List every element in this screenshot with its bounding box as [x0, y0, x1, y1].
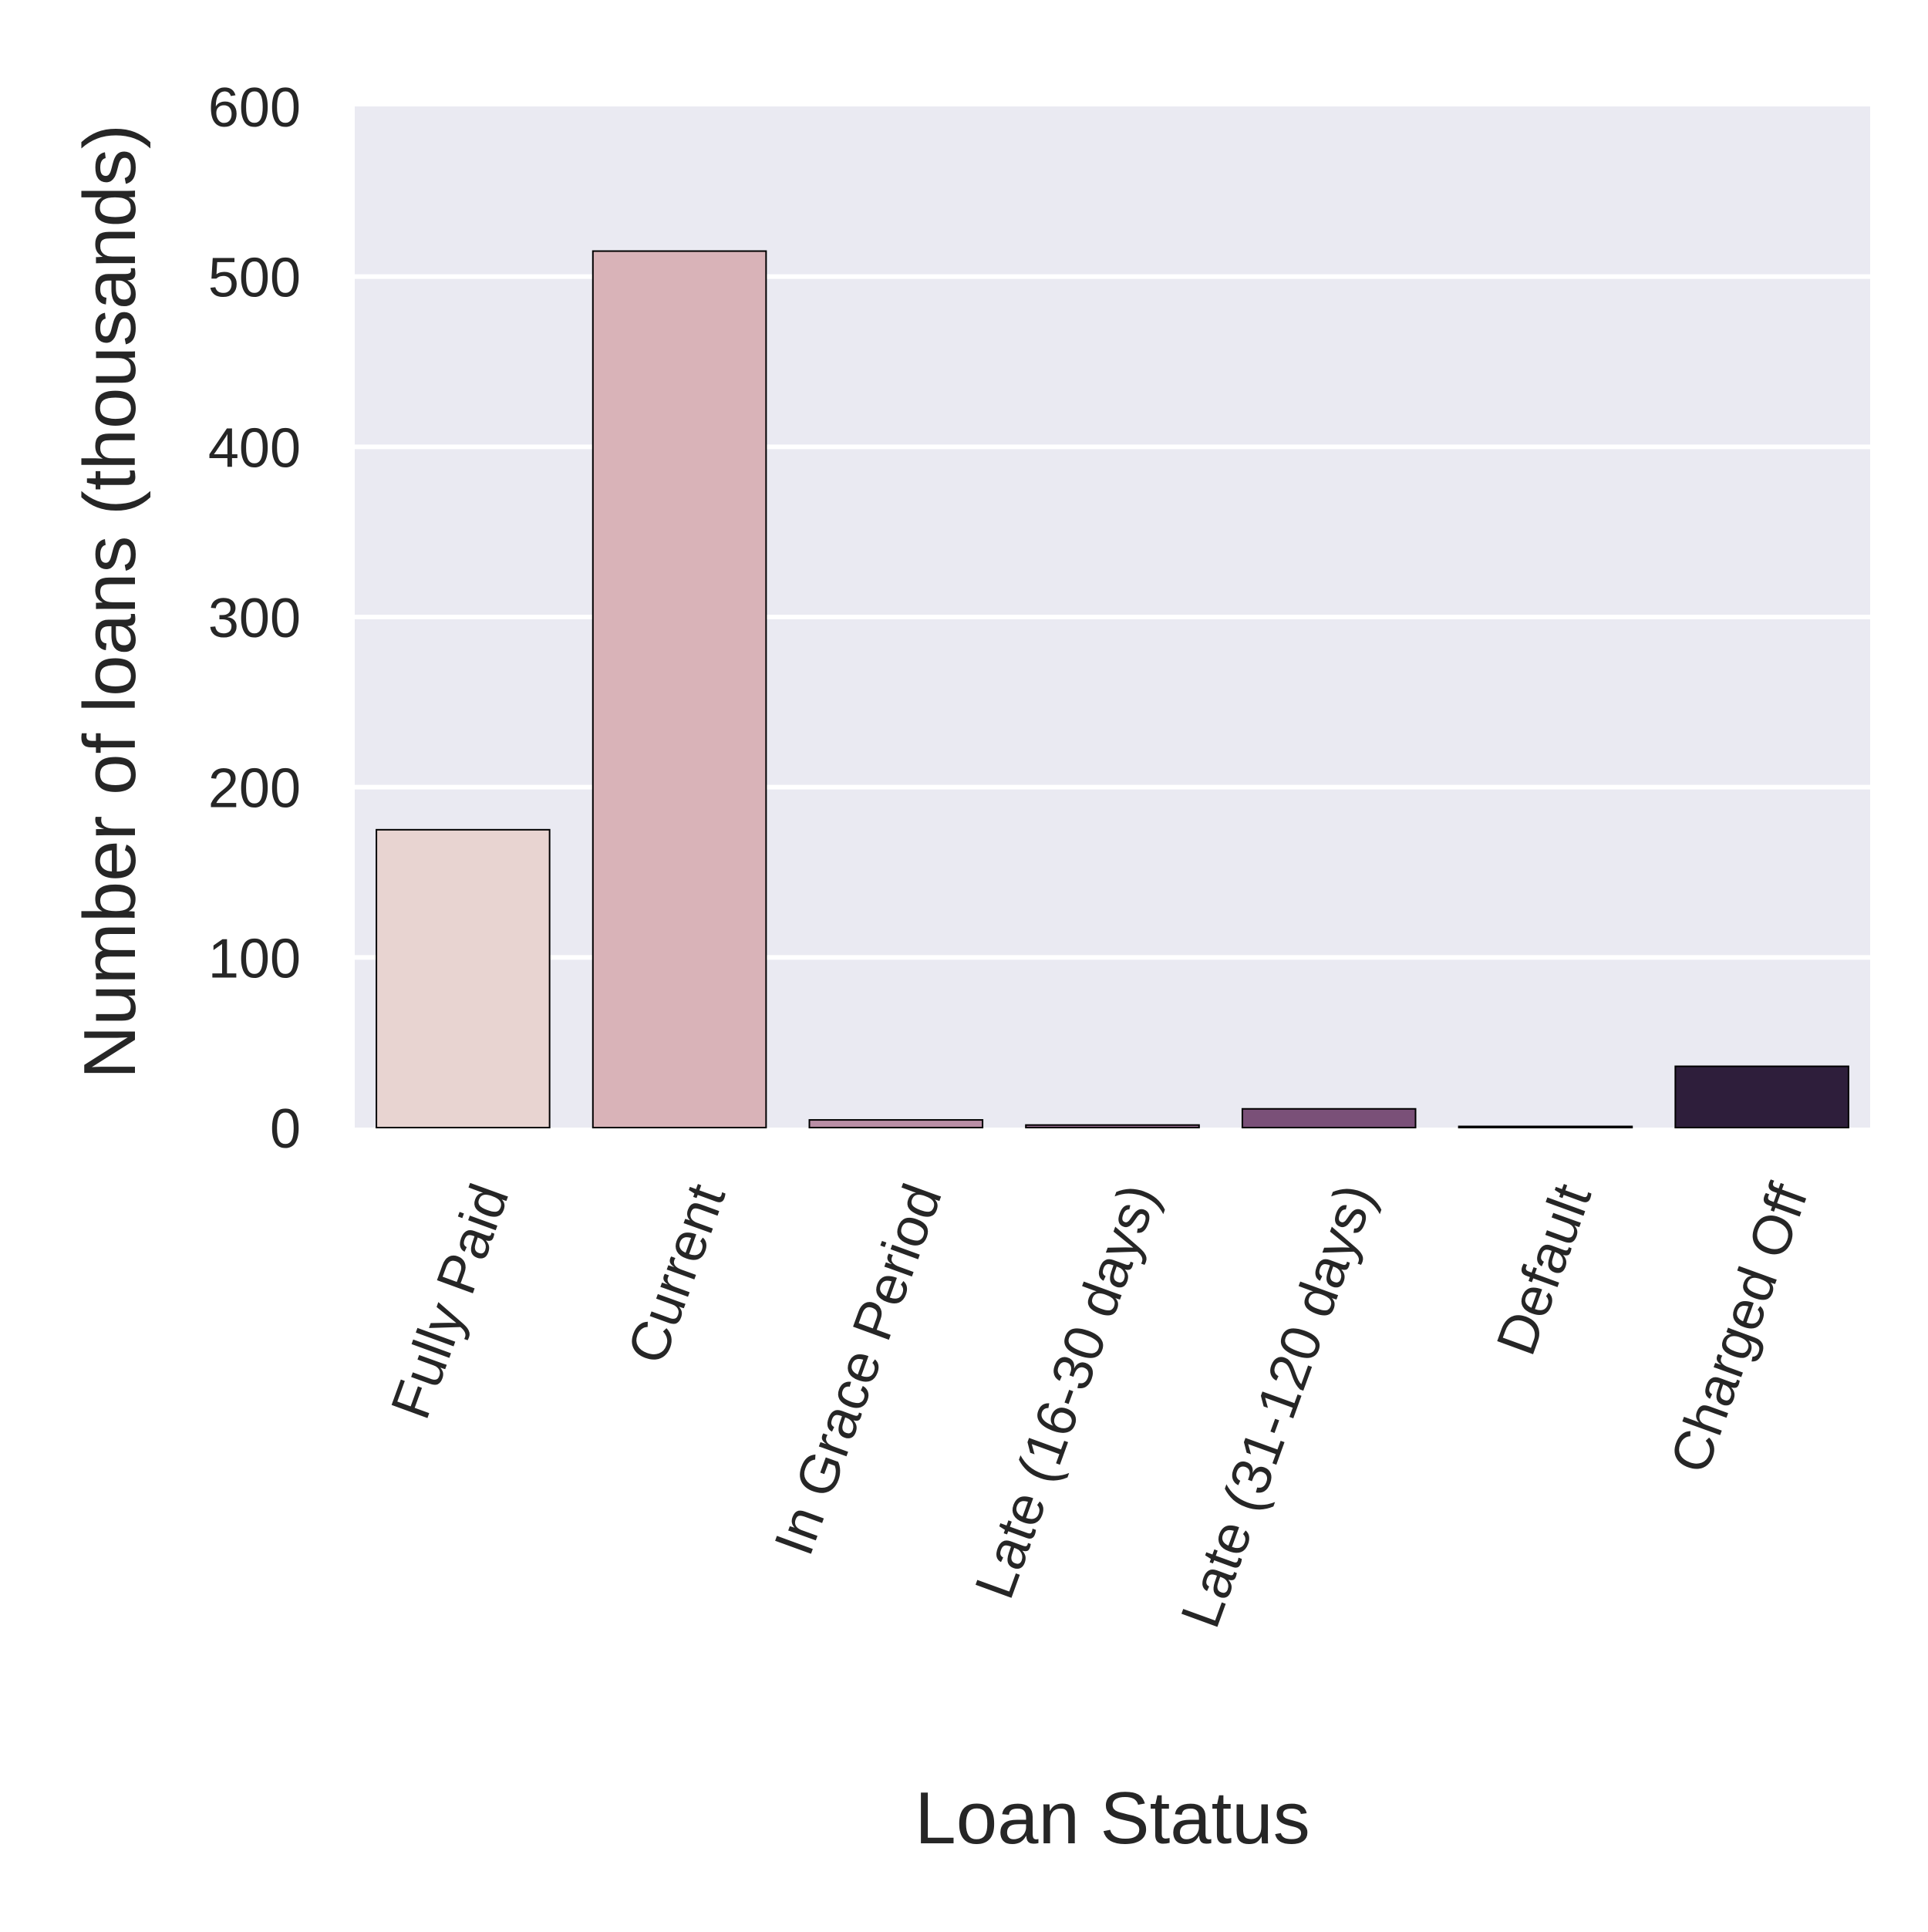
x-tick-label: Fully Paid	[379, 1176, 521, 1426]
y-axis-label: Number of loans (thousands)	[69, 124, 151, 1079]
y-tick-label: 100	[208, 928, 301, 990]
bar	[1674, 1065, 1849, 1129]
bar	[808, 1119, 984, 1128]
x-tick-labels: Fully Paid Current In Grace Period Late (16…	[379, 1175, 1820, 1635]
bar	[1458, 1125, 1633, 1128]
y-tick-labels: 0 100 200 300 400 500 600	[208, 77, 301, 1160]
bar	[376, 828, 551, 1129]
x-tick-label: Charged Off	[1659, 1175, 1820, 1481]
x-tick-label: In Grace Period	[763, 1176, 954, 1563]
bar	[1241, 1108, 1417, 1129]
x-tick-label: Late (31-120 days)	[1169, 1176, 1387, 1635]
y-tick-label: 500	[208, 248, 301, 309]
y-tick-label: 0	[270, 1098, 301, 1160]
x-tick-label: Current	[616, 1176, 737, 1371]
bar	[592, 250, 767, 1129]
x-tick-label: Default	[1485, 1176, 1603, 1363]
y-tick-label: 600	[208, 77, 301, 139]
y-tick-label: 400	[208, 417, 301, 479]
x-tick-label: Late (16-30 days)	[963, 1176, 1170, 1607]
y-tick-label: 300	[208, 588, 301, 649]
bar	[1025, 1124, 1200, 1128]
bars	[376, 250, 1849, 1129]
x-axis-label: Loan Status	[915, 1777, 1309, 1860]
y-tick-label: 200	[208, 758, 301, 820]
